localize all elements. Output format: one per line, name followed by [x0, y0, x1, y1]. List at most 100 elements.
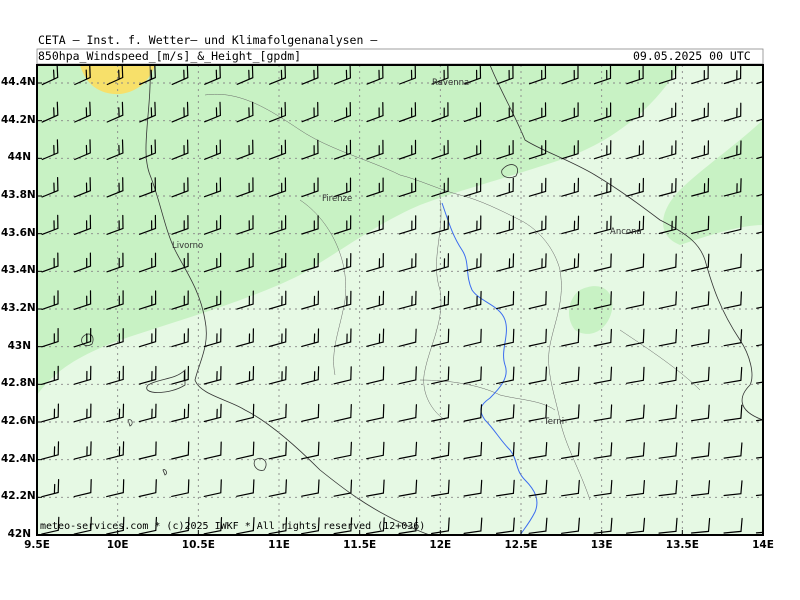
wind-barb: [106, 365, 124, 385]
map-frame: [36, 64, 764, 536]
wind-barb: [106, 252, 124, 273]
lat-label: 43.2N: [1, 302, 36, 314]
wind-barb: [106, 328, 124, 348]
wind-barb: [723, 517, 743, 534]
wind-barb: [138, 403, 157, 423]
wind-barb: [171, 328, 189, 348]
wind-barb: [171, 101, 189, 123]
lon-label: 11E: [268, 539, 290, 551]
wind-barb: [723, 366, 743, 384]
lat-label: 44.4N: [1, 76, 36, 88]
wind-barb: [398, 404, 417, 422]
city-label-firenze: Firenze: [322, 194, 353, 204]
wind-barb: [398, 290, 417, 310]
wind-barb: [658, 366, 678, 384]
wind-barb: [398, 328, 417, 347]
lat-label: 42.4N: [1, 452, 36, 465]
wind-barb: [463, 441, 483, 460]
wind-barb: [626, 404, 645, 422]
wind-barb: [171, 403, 190, 423]
wind-barb: [463, 102, 482, 122]
wind-barb: [398, 177, 417, 197]
wind-barb: [301, 441, 320, 460]
wind-barb: [301, 328, 320, 347]
wind-barb: [528, 65, 547, 85]
wind-barb: [171, 65, 189, 85]
wind-barb: [723, 404, 743, 422]
wind-barb: [561, 102, 579, 122]
wind-barb: [106, 101, 124, 123]
wind-barb: [366, 65, 384, 85]
wind-barb: [723, 102, 742, 122]
header-parameter: 850hpa_Windspeed_[m/s]_&_Height_[gpdm]: [38, 49, 302, 63]
wind-barb: [269, 101, 287, 123]
wind-barb: [528, 404, 548, 422]
wind-barb: [561, 291, 580, 310]
wind-barb: [138, 479, 157, 498]
wind-barb: [41, 441, 60, 460]
wind-barb: [203, 328, 222, 348]
wind-barb: [268, 403, 287, 422]
wind-barb: [723, 178, 742, 197]
wind-barb: [528, 291, 547, 310]
wind-barb: [463, 517, 483, 534]
wind-barb: [171, 365, 189, 385]
wind-barb: [171, 290, 189, 310]
wind-barb: [431, 328, 450, 347]
wind-barb: [204, 139, 222, 160]
wind-barb: [301, 517, 320, 535]
wind-barb: [463, 215, 482, 235]
header-title: CETA — Inst. f. Wetter– und Klimafolgena…: [38, 33, 378, 47]
wind-barb: [431, 441, 450, 460]
wind-barb: [203, 290, 222, 310]
wind-barb: [236, 139, 254, 160]
wind-barb: [41, 177, 59, 198]
city-label-livorno: Livorno: [172, 241, 204, 251]
wind-barb: [138, 365, 157, 385]
wind-barb: [691, 480, 711, 497]
wind-barb: [74, 177, 92, 198]
wind-barb: [496, 479, 515, 497]
wind-barb: [561, 404, 580, 422]
wind-barb: [723, 442, 743, 459]
wind-barb: [626, 328, 645, 347]
wind-barb: [171, 516, 190, 535]
wind-barb: [496, 253, 515, 272]
wind-barb: [366, 177, 384, 198]
wind-barb: [236, 65, 254, 85]
wind-barb: [74, 139, 91, 161]
header-box: [36, 48, 764, 65]
lon-label: 9.5E: [24, 539, 50, 551]
wind-barb: [691, 140, 709, 160]
wind-barb: [139, 139, 157, 160]
wind-barb: [626, 253, 645, 272]
lat-label: 43.6N: [1, 226, 36, 239]
wind-barb: [496, 517, 515, 534]
wind-barb: [463, 253, 482, 272]
wind-barb: [268, 290, 287, 310]
wind-barb: [723, 215, 742, 234]
wind-barb: [691, 178, 710, 197]
wind-barb: [301, 101, 319, 123]
wind-barb: [398, 253, 417, 272]
wind-barb: [41, 516, 60, 535]
wind-barb: [41, 403, 59, 423]
footer-credit: meteo-services.com * (c)2025 IWKF * All …: [40, 521, 426, 532]
wind-barb: [236, 366, 255, 385]
wind-barb: [398, 517, 418, 535]
wind-barb: [431, 479, 450, 497]
wind-barb: [333, 290, 352, 310]
wind-barb: [301, 177, 319, 198]
wind-barb: [496, 177, 514, 197]
wind-barb: [366, 139, 384, 160]
wind-barb: [496, 404, 515, 422]
lon-label: 10E: [106, 539, 129, 551]
wind-barb: [463, 139, 482, 160]
wind-barb: [301, 366, 320, 385]
wind-barb: [73, 290, 92, 310]
wind-barb: [203, 215, 222, 235]
wind-barb: [106, 214, 124, 235]
wind-barb: [658, 404, 678, 422]
lon-label: 13.5E: [665, 539, 699, 551]
wind-barb: [463, 328, 482, 347]
